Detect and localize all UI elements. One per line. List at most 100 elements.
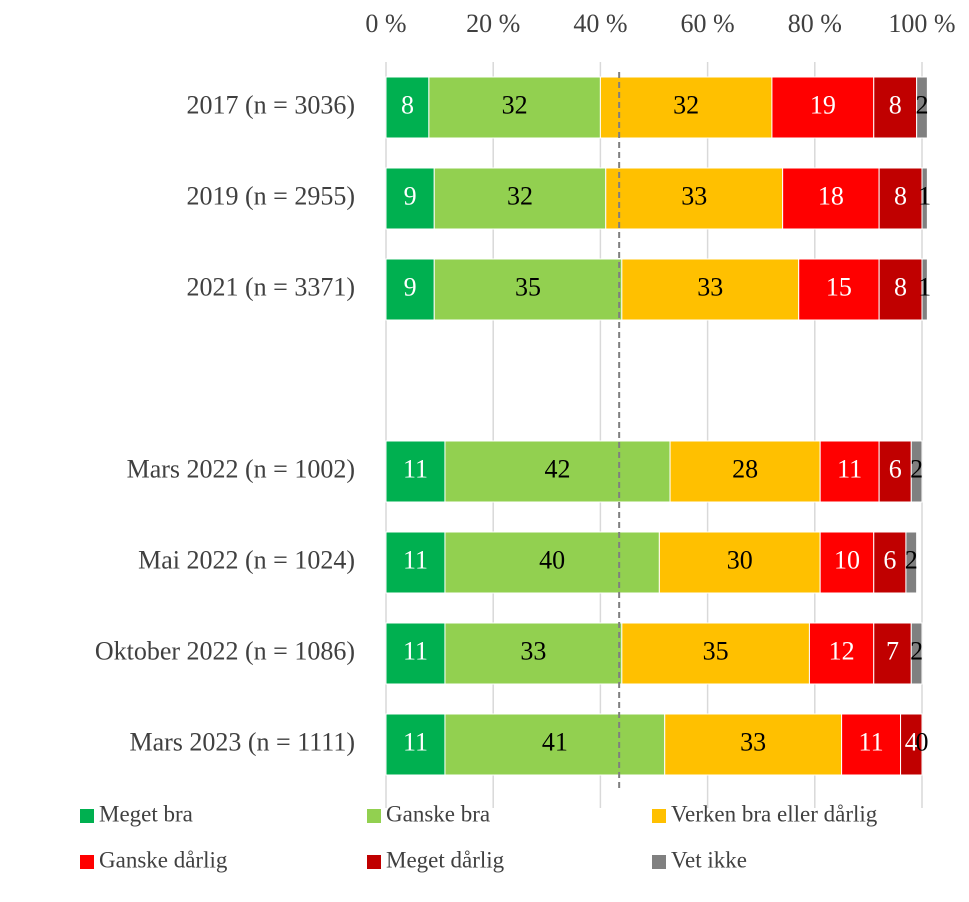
- category-label: Mai 2022 (n = 1024): [138, 545, 355, 574]
- bar-segment: [444, 531, 660, 594]
- data-label: 19: [810, 90, 836, 119]
- data-label: 10: [834, 545, 860, 574]
- bar-segment: [658, 531, 821, 594]
- data-label: 12: [829, 636, 855, 665]
- data-label: 2: [910, 454, 923, 483]
- bar-segment: [910, 440, 923, 503]
- data-label: 8: [401, 90, 414, 119]
- data-label: 7: [886, 636, 899, 665]
- data-label: 1: [918, 181, 931, 210]
- data-label: 33: [520, 636, 546, 665]
- data-label: 33: [681, 181, 707, 210]
- bar-segment: [664, 713, 843, 776]
- legend-swatch: [367, 855, 381, 869]
- bar-segment: [808, 622, 875, 685]
- bar-segment: [916, 76, 928, 139]
- data-label: 15: [826, 272, 852, 301]
- data-label: 11: [403, 454, 428, 483]
- data-label: 0: [916, 727, 929, 756]
- bar-segment: [428, 76, 601, 139]
- bar-segment: [385, 258, 435, 321]
- bar-segment: [444, 622, 623, 685]
- x-tick-label: 0 %: [365, 9, 406, 38]
- category-label: Mars 2022 (n = 1002): [127, 454, 355, 483]
- data-label: 11: [859, 727, 884, 756]
- data-label: 11: [837, 454, 862, 483]
- data-label: 41: [542, 727, 568, 756]
- data-label: 4: [905, 727, 918, 756]
- legend-swatch: [652, 855, 666, 869]
- bar-segment: [385, 713, 446, 776]
- x-tick-label: 20 %: [466, 9, 520, 38]
- bar-segment: [819, 531, 875, 594]
- bar-segment: [798, 258, 880, 321]
- bar-segment: [669, 440, 821, 503]
- bar-segment: [605, 167, 784, 230]
- data-label: 9: [404, 272, 417, 301]
- data-label: 35: [515, 272, 541, 301]
- bar-segment: [841, 713, 902, 776]
- data-label: 8: [894, 181, 907, 210]
- category-label: 2017 (n = 3036): [187, 90, 355, 119]
- data-label: 28: [732, 454, 758, 483]
- data-label: 9: [404, 181, 417, 210]
- bar-segment: [782, 167, 880, 230]
- data-label: 8: [889, 90, 902, 119]
- data-label: 42: [545, 454, 571, 483]
- data-label: 6: [889, 454, 902, 483]
- bar-segment: [905, 531, 918, 594]
- data-label: 11: [403, 636, 428, 665]
- category-label: Oktober 2022 (n = 1086): [95, 636, 355, 665]
- bar-segment: [385, 531, 446, 594]
- category-label: 2021 (n = 3371): [187, 272, 355, 301]
- bar-segment: [444, 440, 671, 503]
- data-label: 11: [403, 545, 428, 574]
- bar-segment: [621, 258, 800, 321]
- legend-swatch: [80, 809, 94, 823]
- legend-swatch: [367, 809, 381, 823]
- bar-segment: [900, 713, 923, 776]
- data-label: 30: [727, 545, 753, 574]
- bar-segment: [921, 167, 928, 230]
- x-tick-label: 40 %: [573, 9, 627, 38]
- legend-label: Meget dårlig: [386, 847, 505, 872]
- legend-label: Ganske bra: [386, 801, 490, 826]
- bar-segment: [910, 622, 923, 685]
- bar-segment: [433, 258, 623, 321]
- legend-swatch: [652, 809, 666, 823]
- bar-segment: [771, 76, 875, 139]
- data-label: 32: [673, 90, 699, 119]
- data-label: 33: [740, 727, 766, 756]
- category-label: 2019 (n = 2955): [187, 181, 355, 210]
- data-label: 2: [910, 636, 923, 665]
- data-label: 2: [916, 90, 929, 119]
- x-tick-label: 100 %: [888, 9, 955, 38]
- data-label: 1: [918, 272, 931, 301]
- legend-label: Verken bra eller dårlig: [671, 801, 878, 826]
- data-label: 11: [403, 727, 428, 756]
- bar-segment: [819, 440, 880, 503]
- data-label: 6: [883, 545, 896, 574]
- bar-segment: [921, 258, 928, 321]
- data-label: 8: [894, 272, 907, 301]
- bar-segment: [878, 258, 923, 321]
- data-label: 18: [818, 181, 844, 210]
- bar-segment: [385, 76, 430, 139]
- data-label: 40: [539, 545, 565, 574]
- data-label: 32: [502, 90, 528, 119]
- category-label: Mars 2023 (n = 1111): [129, 727, 355, 756]
- data-label: 2: [905, 545, 918, 574]
- x-tick-label: 60 %: [681, 9, 735, 38]
- legend-label: Ganske dårlig: [99, 847, 228, 872]
- data-label: 32: [507, 181, 533, 210]
- legend-label: Meget bra: [99, 801, 193, 826]
- bar-segment: [873, 531, 907, 594]
- bar-segment: [873, 76, 918, 139]
- bar-segment: [433, 167, 607, 230]
- bar-segment: [385, 440, 446, 503]
- bar-segment: [444, 713, 666, 776]
- bar-segment: [385, 622, 446, 685]
- legend-label: Vet ikke: [671, 847, 747, 872]
- data-label: 35: [703, 636, 729, 665]
